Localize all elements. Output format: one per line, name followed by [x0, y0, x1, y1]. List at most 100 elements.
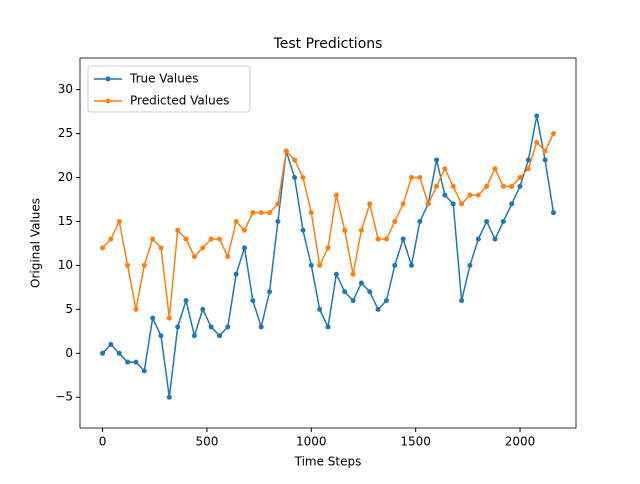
series-marker — [225, 254, 231, 260]
series-marker — [216, 236, 222, 242]
series-marker — [116, 350, 122, 356]
series-marker — [534, 113, 540, 119]
series-marker — [275, 218, 281, 224]
y-tick-label: 0 — [65, 346, 73, 360]
x-tick-label: 2000 — [505, 435, 536, 449]
series-marker — [317, 306, 323, 312]
legend-marker — [105, 98, 111, 104]
series-marker — [383, 298, 389, 304]
series-marker — [292, 175, 298, 181]
series-marker — [517, 183, 523, 189]
x-tick-label: 1000 — [296, 435, 327, 449]
series-marker — [467, 192, 473, 198]
series-marker — [200, 306, 206, 312]
series-marker — [342, 227, 348, 233]
y-tick-label: −5 — [55, 390, 73, 404]
x-tick-label: 0 — [99, 435, 107, 449]
x-axis-label: Time Steps — [294, 455, 362, 469]
series-marker — [467, 262, 473, 268]
series-marker — [283, 148, 289, 154]
series-marker — [442, 166, 448, 172]
series-marker — [133, 359, 139, 365]
x-tick-label: 500 — [195, 435, 218, 449]
series-marker — [308, 210, 314, 216]
y-tick-label: 5 — [65, 302, 73, 316]
series-marker — [409, 175, 415, 181]
y-tick-label: 10 — [58, 258, 73, 272]
series-marker — [450, 201, 456, 207]
series-marker — [550, 131, 556, 137]
series-marker — [409, 262, 415, 268]
series-marker — [233, 218, 239, 224]
series-marker — [208, 236, 214, 242]
series-marker — [475, 236, 481, 242]
series-marker — [425, 201, 431, 207]
series-marker — [116, 218, 122, 224]
series-marker — [150, 236, 156, 242]
series-marker — [191, 254, 197, 260]
plot-frame — [79, 57, 577, 429]
legend-label: True Values — [129, 72, 199, 86]
series-marker — [542, 148, 548, 154]
series-marker — [175, 324, 181, 330]
series-marker — [434, 157, 440, 163]
series-marker — [375, 236, 381, 242]
series-marker — [158, 333, 164, 339]
series-marker — [392, 218, 398, 224]
series-marker — [150, 315, 156, 321]
x-tick-label: 1500 — [400, 435, 431, 449]
series-marker — [350, 298, 356, 304]
series-marker — [183, 298, 189, 304]
series-marker — [442, 192, 448, 198]
series-marker — [267, 210, 273, 216]
series-marker — [308, 262, 314, 268]
series-marker — [417, 175, 423, 181]
series-marker — [475, 192, 481, 198]
series-marker — [459, 298, 465, 304]
series-marker — [108, 236, 114, 242]
series-marker — [317, 262, 323, 268]
series-marker — [509, 201, 515, 207]
series-marker — [542, 157, 548, 163]
series-marker — [166, 394, 172, 400]
series-marker — [333, 271, 339, 277]
series-marker — [358, 227, 364, 233]
y-tick-label: 20 — [58, 170, 73, 184]
series-marker — [492, 166, 498, 172]
series-marker — [484, 183, 490, 189]
series-marker — [509, 183, 515, 189]
legend-marker — [105, 76, 111, 82]
series-marker — [400, 201, 406, 207]
series-marker — [400, 236, 406, 242]
series-marker — [108, 342, 114, 348]
series-marker — [275, 201, 281, 207]
series-marker — [500, 183, 506, 189]
series-marker — [200, 245, 206, 251]
series-marker — [525, 166, 531, 172]
series-marker — [208, 324, 214, 330]
chart-title: Test Predictions — [273, 36, 383, 52]
series-marker — [166, 315, 172, 321]
series-marker — [233, 271, 239, 277]
series-marker — [183, 236, 189, 242]
series-marker — [500, 218, 506, 224]
series-marker — [375, 306, 381, 312]
series-marker — [450, 183, 456, 189]
series-marker — [158, 245, 164, 251]
series-marker — [175, 227, 181, 233]
series-marker — [525, 157, 531, 163]
series-marker — [250, 210, 256, 216]
series-marker — [492, 236, 498, 242]
series-marker — [258, 324, 264, 330]
series-marker — [125, 359, 131, 365]
series-marker — [417, 218, 423, 224]
y-axis-label: Original Values — [29, 198, 43, 288]
series-marker — [517, 175, 523, 181]
series-marker — [100, 350, 106, 356]
series-marker — [333, 192, 339, 198]
series-marker — [534, 139, 540, 145]
series-marker — [258, 210, 264, 216]
series-marker — [141, 368, 147, 374]
legend-box — [87, 65, 251, 113]
y-tick-label: 25 — [58, 126, 73, 140]
